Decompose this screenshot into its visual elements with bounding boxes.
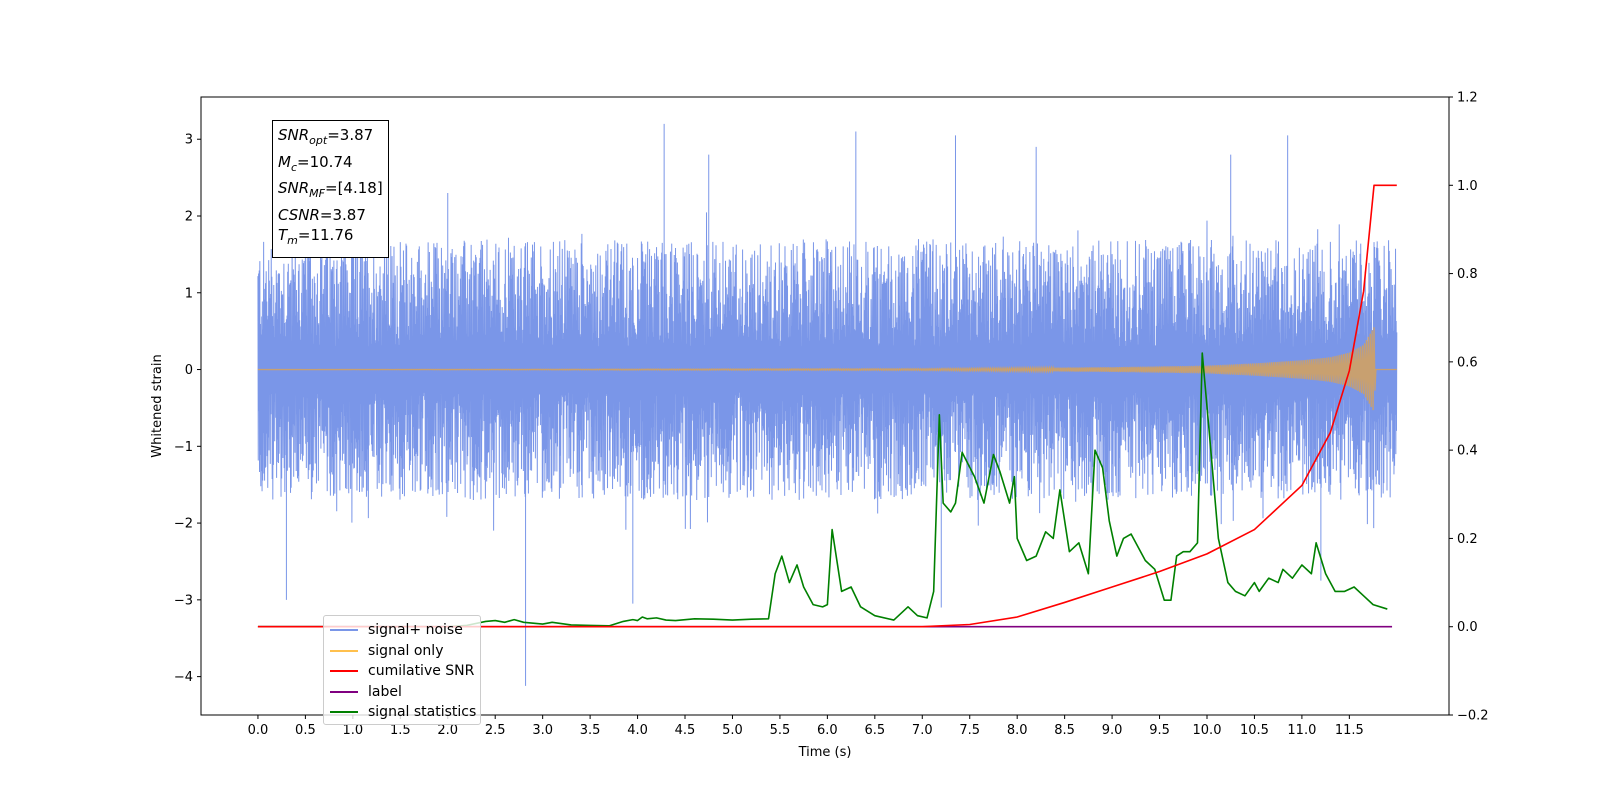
- legend-swatch: [330, 670, 358, 672]
- legend-label: label: [368, 683, 402, 700]
- axes-frame: [200, 96, 1450, 716]
- stats-value: =3.87: [327, 126, 374, 144]
- x-tick-label: 6.5: [864, 723, 885, 738]
- y2-tick-label: 0.0: [1457, 620, 1478, 635]
- y-tick-label: 2: [185, 209, 193, 224]
- x-tick-label: 8.0: [1007, 723, 1028, 738]
- legend-item: signal only: [324, 641, 443, 661]
- y2-tick-label: 0.4: [1457, 444, 1478, 459]
- legend-item: signal statistics: [324, 702, 476, 722]
- y2-tick-label: −0.2: [1457, 709, 1489, 724]
- stats-line: Tm=11.76: [278, 225, 383, 252]
- legend-swatch: [330, 629, 358, 631]
- x-tick-label: 2.0: [437, 723, 458, 738]
- x-tick-label: 11.5: [1335, 723, 1364, 738]
- series-signal-statistics: [257, 352, 1388, 628]
- x-tick-label: 3.0: [532, 723, 553, 738]
- y-axis-label: Whitened strain: [150, 354, 165, 457]
- series-signal-only: [257, 327, 1397, 411]
- y2-tick-label: 0.2: [1457, 532, 1478, 547]
- x-tick-label: 5.0: [722, 723, 743, 738]
- stats-symbol: M: [278, 152, 291, 171]
- series-cumulative-snr: [257, 184, 1397, 628]
- legend-label: signal+ noise: [368, 622, 463, 638]
- x-tick-label: 9.0: [1102, 723, 1123, 738]
- x-tick-label: 3.5: [580, 723, 601, 738]
- legend-item: label: [324, 682, 402, 702]
- stats-value: =[4.18]: [325, 179, 383, 197]
- legend-label: signal only: [368, 642, 444, 659]
- stats-line: Mc=10.74: [278, 152, 383, 179]
- x-tick-label: 9.5: [1149, 723, 1170, 738]
- stats-subscript: MF: [309, 187, 325, 200]
- stats-subscript: c: [290, 160, 298, 174]
- y-tick-label: 1: [185, 286, 193, 301]
- legend-swatch: [330, 690, 358, 693]
- x-tick-label: 5.5: [770, 723, 791, 738]
- y2-tick-label: 0.8: [1457, 267, 1478, 282]
- axis-ticks: 0.0 0.5 1.0 1.5 2.0 2.5 3.0 3.5 4.0 4.5 5.0 5.5 6.0 6…: [174, 91, 1489, 739]
- x-tick-label: 0.5: [295, 723, 316, 738]
- legend-swatch: [330, 711, 358, 713]
- x-tick-label: 1.0: [343, 723, 364, 738]
- x-tick-label: 2.5: [485, 723, 506, 738]
- legend-swatch: [330, 649, 358, 652]
- legend-item: cumilative SNR: [324, 661, 474, 681]
- stats-symbol: CSNR: [278, 205, 320, 224]
- y2-tick-label: 1.2: [1457, 91, 1478, 106]
- legend: signal+ noise signal only cumilative SNR la…: [323, 615, 481, 725]
- x-tick-label: 10.5: [1240, 723, 1269, 738]
- x-tick-label: 6.0: [817, 723, 838, 738]
- stats-subscript: m: [287, 234, 298, 247]
- x-tick-label: 8.5: [1054, 723, 1075, 738]
- plot-area: [257, 123, 1398, 686]
- stats-symbol: SNR: [278, 179, 310, 197]
- y-tick-label: 3: [185, 133, 193, 148]
- x-tick-label: 10.0: [1193, 723, 1222, 738]
- y-tick-label: −1: [174, 440, 193, 455]
- y-tick-label: −4: [174, 670, 193, 685]
- stats-symbol: SNR: [278, 126, 310, 144]
- x-tick-label: 11.0: [1287, 723, 1316, 738]
- x-tick-label: 4.5: [675, 723, 696, 738]
- y-tick-label: 0: [185, 363, 193, 378]
- stats-value: =11.76: [297, 226, 354, 244]
- x-tick-label: 1.5: [390, 723, 411, 738]
- stats-annotation-box: SNRopt=3.87 Mc=10.74 SNRMF=[4.18] CSNR=3.87…: [272, 120, 389, 258]
- y2-tick-label: 0.6: [1457, 355, 1478, 370]
- stats-subscript: opt: [309, 134, 328, 147]
- stats-value: =3.87: [319, 205, 366, 224]
- stats-line: SNRMF=[4.18]: [278, 178, 383, 205]
- x-tick-label: 4.0: [627, 723, 648, 738]
- y2-tick-label: 1.0: [1457, 179, 1478, 194]
- x-tick-label: 0.0: [248, 723, 269, 738]
- legend-label: signal statistics: [368, 704, 477, 720]
- stats-value: =10.74: [297, 152, 353, 171]
- series-signal-noise: [257, 123, 1398, 686]
- stats-symbol: T: [278, 226, 288, 244]
- x-tick-label: 7.5: [959, 723, 980, 738]
- legend-item: signal+ noise: [324, 620, 463, 640]
- x-axis-label: Time (s): [798, 745, 852, 760]
- stats-line: CSNR=3.87: [278, 205, 383, 226]
- y-tick-label: −2: [174, 517, 193, 532]
- stats-line: SNRopt=3.87: [278, 125, 383, 152]
- legend-label: cumilative SNR: [368, 663, 475, 679]
- y-tick-label: −3: [174, 593, 193, 608]
- x-tick-label: 7.0: [912, 723, 933, 738]
